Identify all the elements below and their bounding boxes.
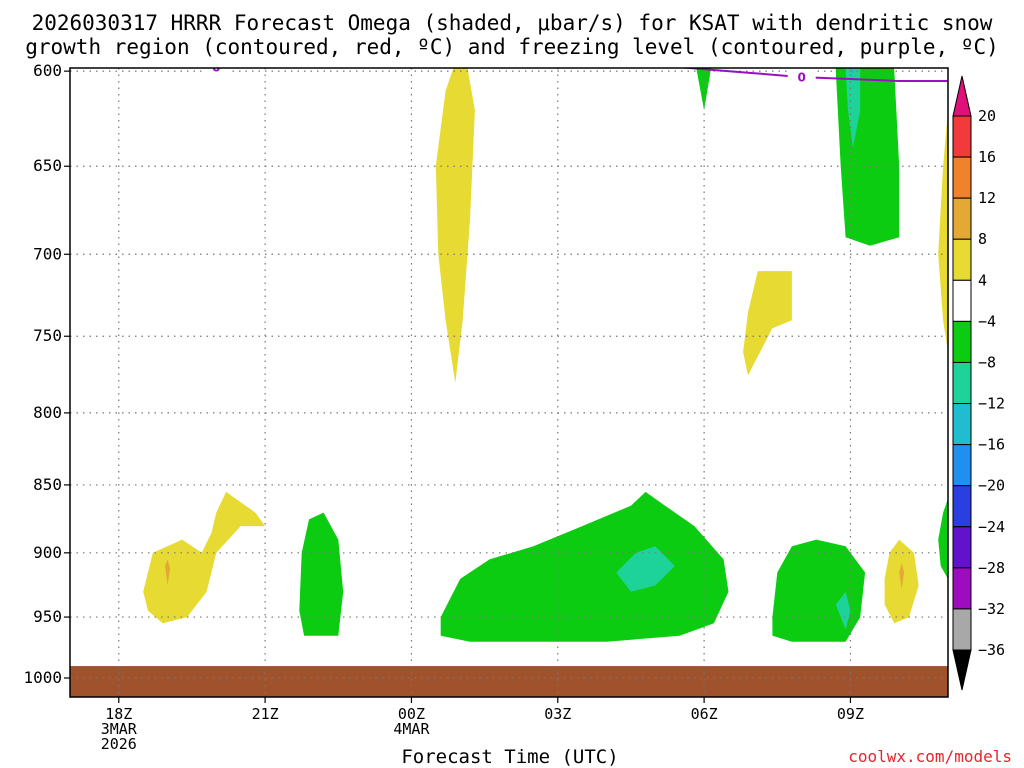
plot-inner: −18−12−12000: [70, 61, 948, 697]
axes: 2503003504004505005506006507007508008509…: [23, 61, 949, 753]
x-axis-title: Forecast Time (UTC): [401, 746, 618, 768]
colorbar: 20 16 12 8 4 −4 −8 −12 −16 −20 −24 −28 −32 −36: [952, 75, 1005, 691]
colorbar-segment-3: [952, 238, 972, 281]
colorbar-segment-10: [952, 526, 972, 569]
colorbar-label-0: 20: [978, 107, 996, 125]
colorbar-segment-8: [952, 444, 972, 487]
x-tick-label-0-2: 2026: [101, 735, 137, 753]
colorbar-label-6: −8: [978, 353, 996, 371]
omega-yellow-far-right: [938, 110, 948, 352]
y-tick-label-650: 650: [33, 156, 62, 175]
colorbar-label-4: 4: [978, 271, 987, 289]
chart-title-line1: 2026030317 HRRR Forecast Omega (shaded, …: [32, 11, 993, 35]
colorbar-label-7: −12: [978, 395, 1005, 413]
colorbar-segment-4: [952, 279, 972, 322]
y-tick-label-1000: 1000: [23, 668, 62, 687]
contour-label-bg-freezing-level-0: [202, 68, 231, 75]
colorbar-label-3: 8: [978, 230, 987, 248]
omega-orange-dot-right: [899, 563, 905, 590]
colorbar-label-10: −24: [978, 518, 1005, 536]
x-tick-label-12-0: 06Z: [691, 705, 718, 723]
colorbar-label-2: 12: [978, 189, 996, 207]
colorbar-segment-7: [952, 403, 972, 446]
colorbar-label-9: −20: [978, 477, 1005, 495]
ground-surface: [70, 666, 948, 697]
x-tick-label-6-1: 4MAR: [393, 720, 430, 738]
plot-frame: [69, 67, 949, 698]
x-tick-label-15-0: 09Z: [837, 705, 864, 723]
colorbar-segment-2: [952, 197, 972, 240]
omega-teal-lower-right-band: [835, 591, 851, 630]
y-tick-label-950: 950: [33, 607, 62, 626]
omega-green-lower-right-band: [772, 539, 866, 642]
y-tick-label-900: 900: [33, 543, 62, 562]
contour-freezing-level: [213, 68, 948, 82]
y-tick-label-750: 750: [33, 326, 62, 345]
y-tick-label-700: 700: [33, 244, 62, 263]
colorbar-segment-1: [952, 156, 972, 199]
credit-text: coolwx.com/models: [848, 747, 1012, 766]
colorbar-label-8: −16: [978, 436, 1005, 454]
plot-area: −18−12−12000: [70, 61, 948, 697]
colorbar-segment-0: [952, 115, 972, 158]
colorbar-bottom-arrow: [952, 649, 972, 691]
colorbar-top-arrow: [952, 75, 972, 117]
y-tick-label-600: 600: [33, 61, 62, 80]
chart-title-line2: growth region (contoured, red, ºC) and f…: [25, 35, 999, 59]
omega-green-lower-mid-small: [299, 512, 344, 636]
colorbar-label-13: −36: [978, 641, 1005, 659]
colorbar-segment-11: [952, 567, 972, 610]
omega-green-small-mid2: [696, 68, 712, 111]
x-tick-label-0-1: 3MAR: [101, 720, 138, 738]
omega-green-lower-band: [440, 491, 729, 642]
omega-green-far-right: [938, 498, 948, 579]
contour-label-freezing-level-2: 0: [797, 71, 805, 85]
colorbar-label-11: −28: [978, 559, 1005, 577]
colorbar-segment-5: [952, 320, 972, 363]
y-tick-label-800: 800: [33, 403, 62, 422]
x-tick-label-3-0: 21Z: [252, 705, 279, 723]
contour-label-bg-freezing-level-2: [787, 70, 816, 85]
x-tick-label-0-0: 18Z: [105, 705, 132, 723]
colorbar-segment-9: [952, 485, 972, 528]
x-tick-label-6-0: 00Z: [398, 705, 425, 723]
colorbar-segment-12: [952, 608, 972, 651]
colorbar-label-5: −4: [978, 312, 996, 330]
colorbar-label-1: 16: [978, 148, 996, 166]
y-tick-label-850: 850: [33, 475, 62, 494]
colorbar-label-12: −32: [978, 600, 1005, 618]
omega-yellow-lower-left: [143, 491, 266, 624]
omega-teal-lower-right: [845, 68, 861, 148]
omega-cyan-lower-right: [851, 68, 854, 81]
x-tick-label-9-0: 03Z: [544, 705, 571, 723]
contour-label-freezing-level-0: 0: [212, 61, 220, 75]
omega-yellow-right-mid: [743, 271, 792, 376]
omega-yellow-lower-strip: [435, 68, 475, 383]
colorbar-segment-6: [952, 361, 972, 405]
omega-teal-lower-band: [616, 546, 675, 592]
omega-orange-dot-left: [165, 559, 170, 586]
